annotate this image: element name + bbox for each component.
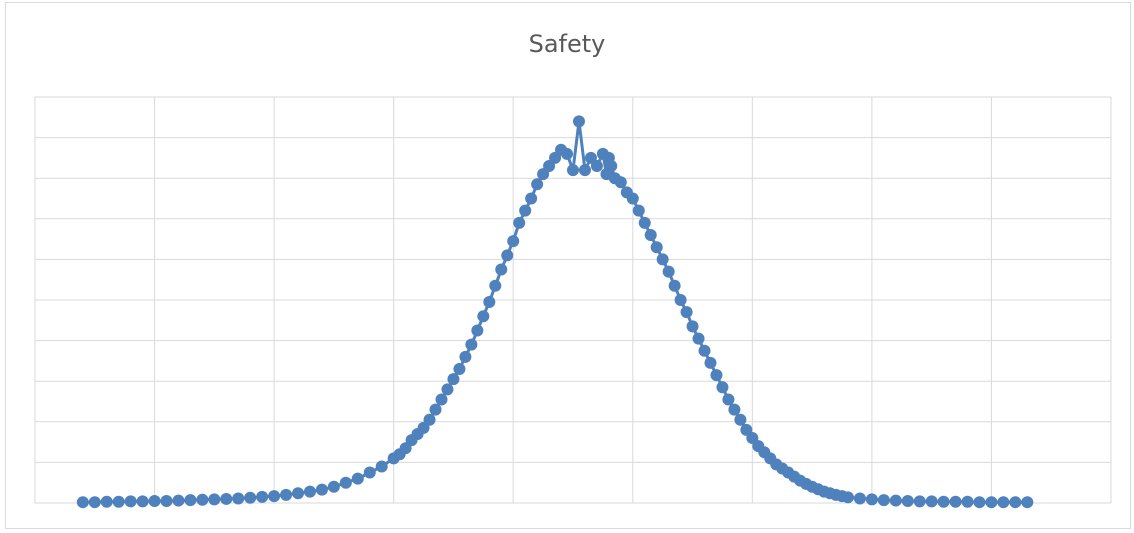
data-point xyxy=(447,373,459,385)
data-point xyxy=(435,393,447,405)
data-point xyxy=(914,495,926,507)
data-point xyxy=(77,496,89,508)
data-point xyxy=(710,369,722,381)
data-point xyxy=(477,310,489,322)
data-point xyxy=(208,493,220,505)
data-point xyxy=(507,235,519,247)
data-point xyxy=(316,484,328,496)
data-point xyxy=(734,414,746,426)
data-point xyxy=(352,473,364,485)
data-point xyxy=(657,253,669,265)
data-point xyxy=(244,492,256,504)
data-point xyxy=(716,381,728,393)
data-point xyxy=(579,164,591,176)
data-point xyxy=(854,493,866,505)
data-point xyxy=(615,176,627,188)
data-point xyxy=(693,333,705,345)
data-point xyxy=(280,489,292,501)
data-point xyxy=(376,460,388,472)
data-point xyxy=(997,496,1009,508)
data-point xyxy=(902,495,914,507)
data-point xyxy=(1021,496,1033,508)
data-point xyxy=(651,241,663,253)
data-point xyxy=(232,493,244,505)
data-point xyxy=(495,264,507,276)
data-point xyxy=(573,115,585,127)
data-point xyxy=(950,496,962,508)
data-point xyxy=(430,404,442,416)
data-point xyxy=(704,357,716,369)
data-point xyxy=(926,495,938,507)
data-point xyxy=(1009,496,1021,508)
data-point xyxy=(627,193,639,205)
data-point xyxy=(483,296,495,308)
data-point xyxy=(605,160,617,172)
data-point xyxy=(663,266,675,278)
data-point xyxy=(292,487,304,499)
data-point xyxy=(591,160,603,172)
data-point xyxy=(137,495,149,507)
data-point xyxy=(113,496,125,508)
data-point xyxy=(268,490,280,502)
data-point xyxy=(561,148,573,160)
data-point xyxy=(196,494,208,506)
data-point xyxy=(531,178,543,190)
data-point xyxy=(890,495,902,507)
data-point xyxy=(669,280,681,292)
data-point xyxy=(985,496,997,508)
data-point xyxy=(489,280,501,292)
data-point xyxy=(364,467,376,479)
data-point xyxy=(973,496,985,508)
data-point xyxy=(471,324,483,336)
data-point xyxy=(328,481,340,493)
data-point xyxy=(256,491,268,503)
data-point xyxy=(89,496,101,508)
data-point xyxy=(441,383,453,395)
data-point xyxy=(501,249,513,261)
data-point xyxy=(699,345,711,357)
data-point xyxy=(866,493,878,505)
data-point xyxy=(728,404,740,416)
data-point xyxy=(465,339,477,351)
data-point xyxy=(687,320,699,332)
data-point xyxy=(675,294,687,306)
data-point xyxy=(842,491,854,503)
data-point xyxy=(125,495,137,507)
data-point xyxy=(184,494,196,506)
data-point xyxy=(161,495,173,507)
data-point xyxy=(304,486,316,498)
data-point xyxy=(424,414,436,426)
data-point xyxy=(453,363,465,375)
data-point xyxy=(525,193,537,205)
data-point xyxy=(681,306,693,318)
data-point xyxy=(340,477,352,489)
data-point xyxy=(639,217,651,229)
data-point xyxy=(220,493,232,505)
data-point xyxy=(519,205,531,217)
data-point xyxy=(567,164,579,176)
data-point xyxy=(722,393,734,405)
data-point xyxy=(938,496,950,508)
data-point xyxy=(878,494,890,506)
data-point xyxy=(633,205,645,217)
data-point xyxy=(172,495,184,507)
data-point xyxy=(101,496,113,508)
data-point xyxy=(645,229,657,241)
data-point xyxy=(149,495,161,507)
data-point xyxy=(962,496,974,508)
data-point xyxy=(513,217,525,229)
data-point xyxy=(459,351,471,363)
